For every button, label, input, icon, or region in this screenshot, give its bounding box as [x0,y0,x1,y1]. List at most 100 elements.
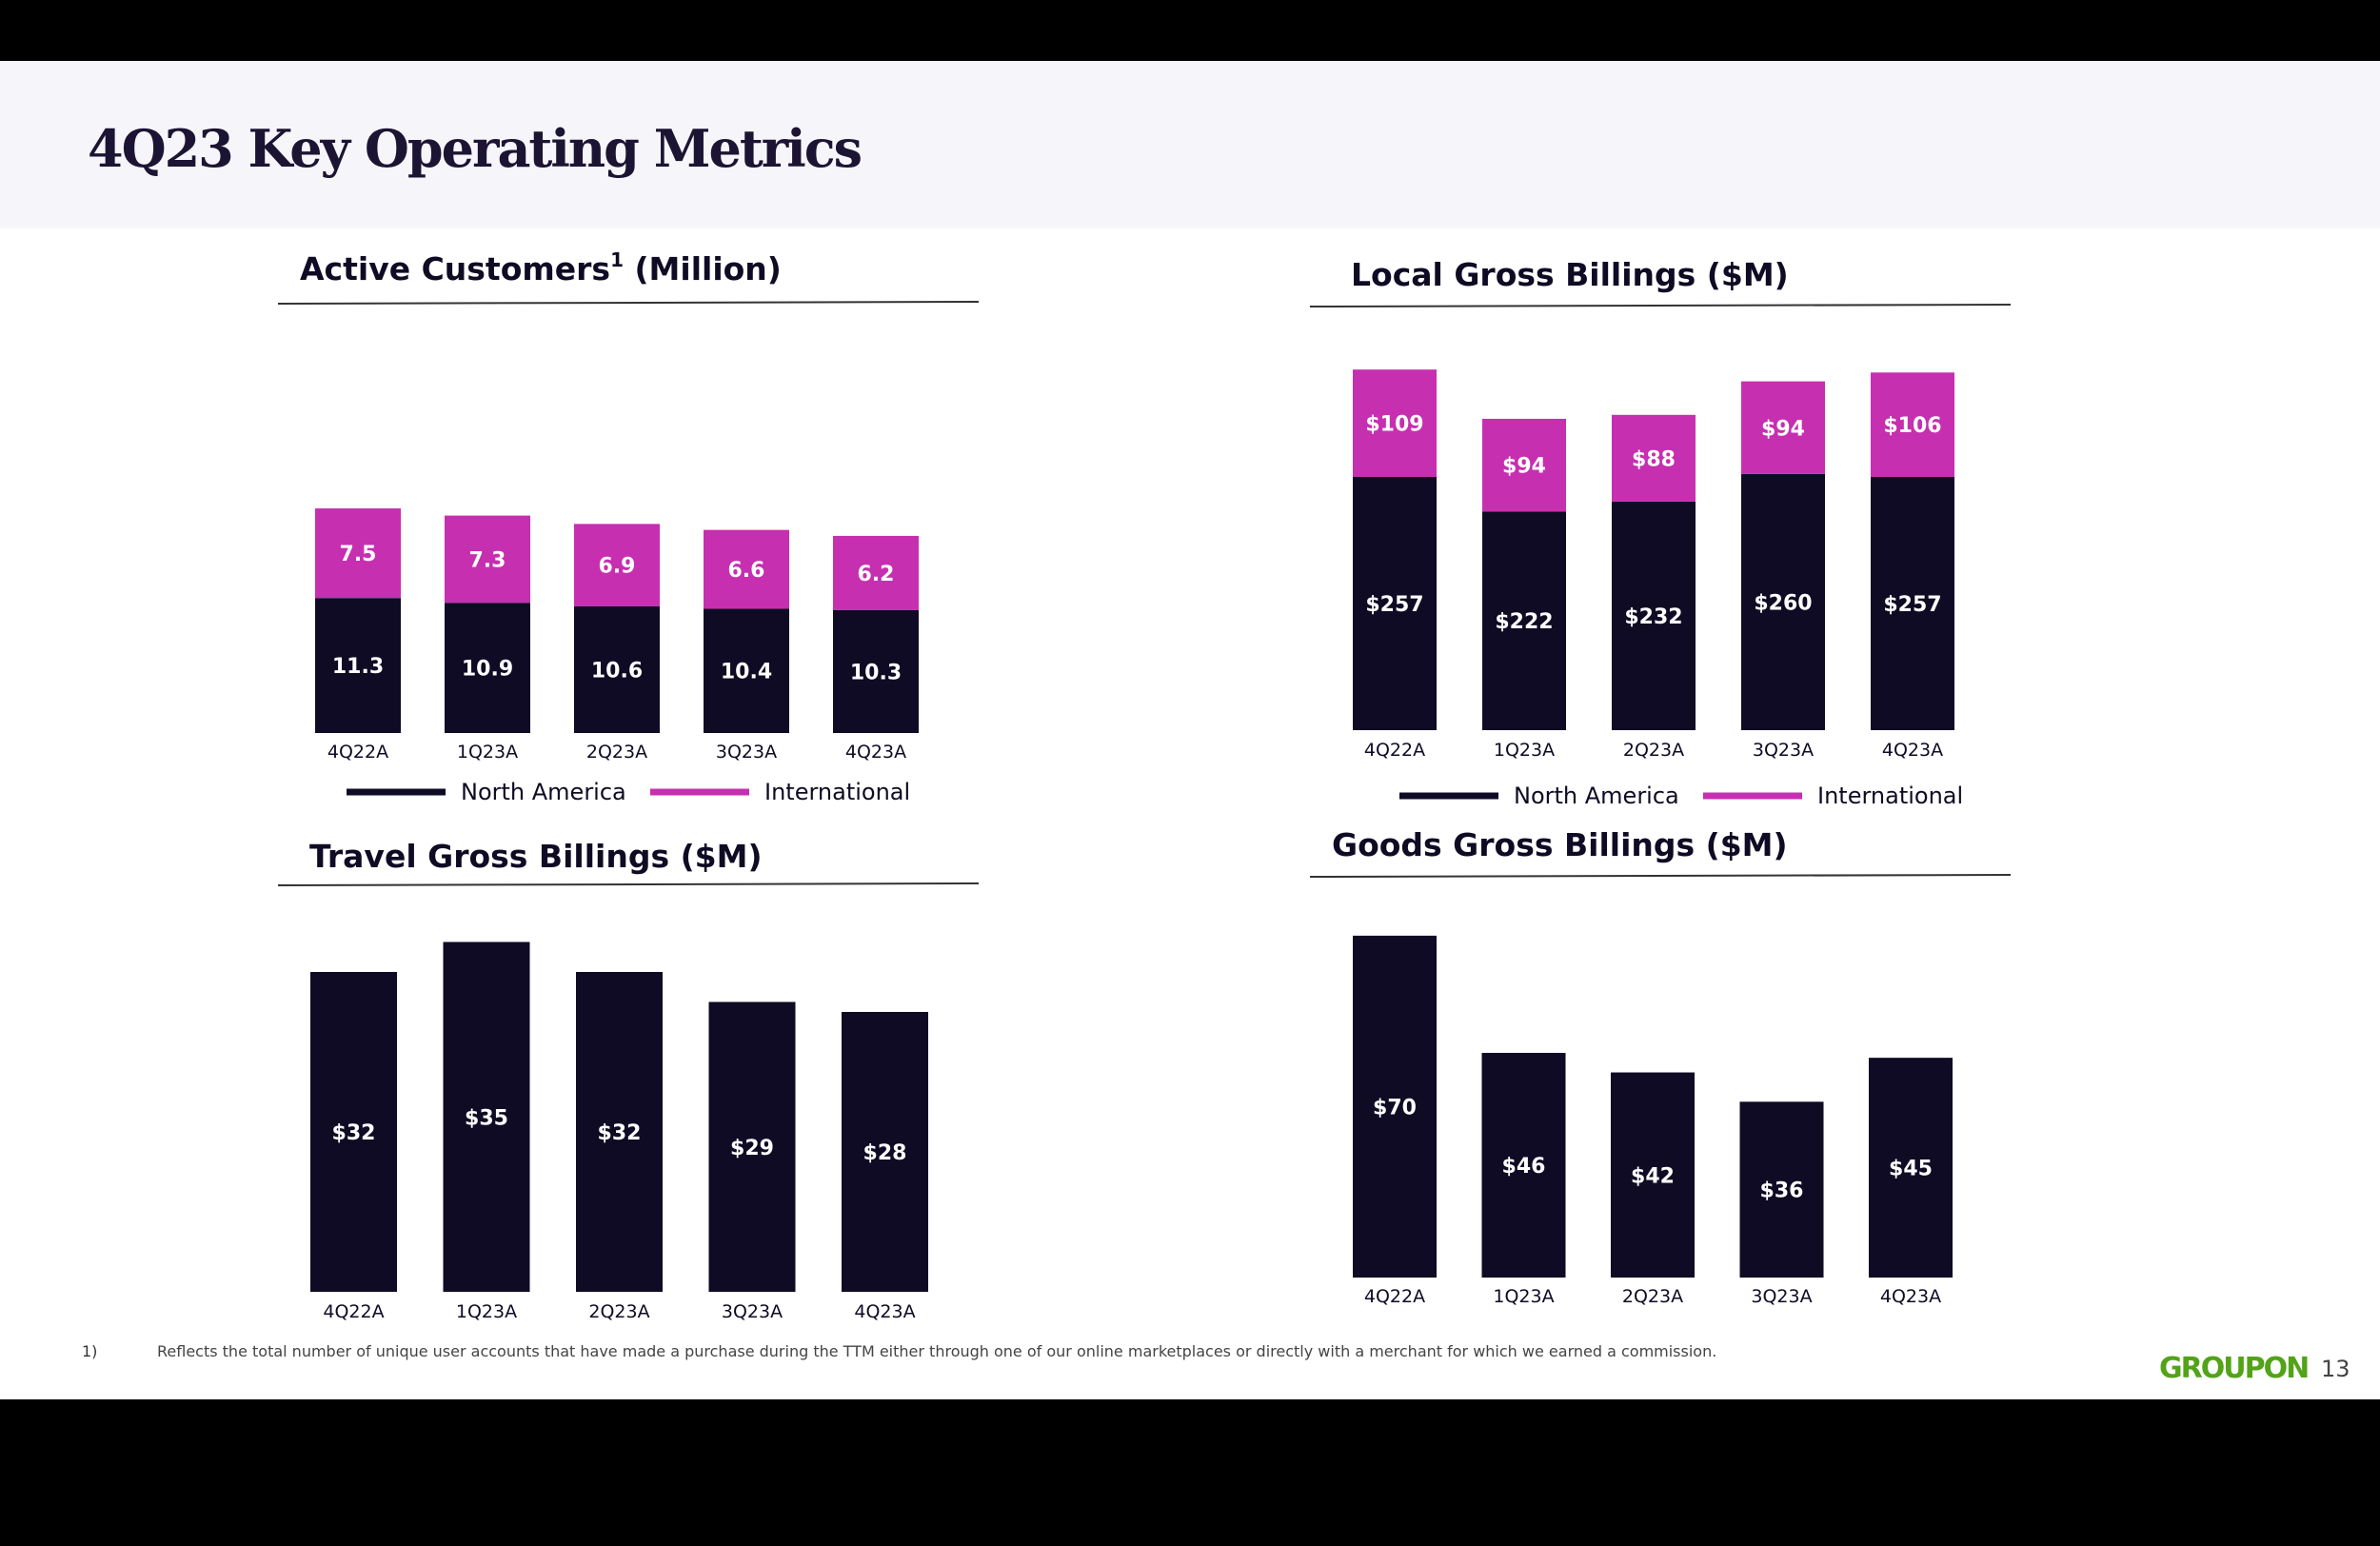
tick-label-active-4Q22A: 4Q22A [327,742,388,763]
bar-na-local-3Q23A [1741,473,1825,730]
bar-na-active-3Q23A [704,608,789,733]
bar-na-local-2Q23A [1612,501,1696,730]
data-label-local-3Q23A-0: $260 [1754,591,1812,615]
chart-rule-travel [277,882,980,886]
data-label-travel-4Q22A-0: $32 [332,1121,376,1145]
tick-label-travel-4Q22A: 4Q22A [323,1301,384,1322]
legend-label-local-0: North America [1514,783,1679,809]
tick-label-goods-3Q23A: 3Q23A [1751,1286,1812,1307]
data-label-local-2Q23A-1: $88 [1632,447,1676,471]
bar-na-travel-4Q22A [310,972,397,1292]
bar-na-goods-1Q23A [1481,1053,1566,1278]
tick-label-travel-1Q23A: 1Q23A [456,1301,517,1322]
chart-rule-goods [1309,874,2012,878]
tick-label-local-2Q23A: 2Q23A [1623,740,1684,761]
data-label-local-1Q23A-0: $222 [1495,610,1553,634]
header-band: 4Q23 Key Operating Metrics [0,61,2380,228]
tick-label-goods-4Q23A: 4Q23A [1880,1286,1941,1307]
data-label-active-4Q23A-1: 6.2 [858,563,895,586]
data-label-goods-3Q23A-0: $36 [1760,1179,1804,1203]
data-label-local-1Q23A-1: $94 [1502,455,1546,479]
bar-na-active-4Q23A [833,609,919,733]
chart-title-goods: Goods Gross Billings ($M) [1332,826,1788,863]
bar-na-goods-4Q22A [1353,935,1437,1278]
data-label-goods-4Q23A-0: $45 [1889,1158,1933,1181]
chart-rule-local [1309,304,2012,307]
data-label-active-2Q23A-0: 10.6 [591,659,643,683]
tick-label-travel-3Q23A: 3Q23A [722,1301,783,1322]
bar-na-travel-1Q23A [443,941,530,1292]
data-label-active-3Q23A-1: 6.6 [728,559,765,583]
bar-intl-active-4Q23A [833,535,919,610]
chart-title-local: Local Gross Billings ($M) [1351,256,1789,293]
data-label-local-4Q22A-0: $257 [1365,593,1423,617]
data-label-active-1Q23A-1: 7.3 [469,548,506,572]
legend-label-local-1: International [1817,783,1963,809]
data-label-travel-1Q23A-0: $35 [465,1106,508,1130]
page-number: 13 [2321,1356,2350,1382]
bar-na-goods-2Q23A [1611,1072,1695,1278]
chart-title-travel: Travel Gross Billings ($M) [309,838,763,875]
bar-intl-active-3Q23A [704,529,789,609]
bar-intl-local-4Q22A [1353,369,1437,478]
tick-label-active-4Q23A: 4Q23A [845,742,906,763]
bar-na-active-1Q23A [445,603,530,733]
bar-na-travel-4Q23A [842,1012,928,1292]
data-label-active-4Q22A-0: 11.3 [332,655,384,679]
data-label-travel-4Q23A-0: $28 [863,1141,907,1165]
bar-na-travel-3Q23A [708,1001,796,1292]
tick-label-goods-4Q22A: 4Q22A [1364,1286,1425,1307]
bar-intl-active-2Q23A [574,524,660,606]
tick-label-active-2Q23A: 2Q23A [586,742,647,763]
groupon-logo: GROUPON [2159,1352,2310,1385]
tick-label-local-1Q23A: 1Q23A [1494,740,1555,761]
slide: 4Q23 Key Operating Metrics Active Custom… [0,61,2380,1399]
data-label-travel-3Q23A-0: $29 [730,1137,774,1160]
data-label-goods-2Q23A-0: $42 [1631,1164,1675,1188]
bar-na-goods-4Q23A [1869,1058,1953,1278]
bar-intl-local-4Q23A [1871,372,1954,478]
data-label-local-4Q22A-1: $109 [1365,413,1423,437]
bar-na-travel-2Q23A [576,972,663,1292]
data-label-goods-4Q22A-0: $70 [1373,1096,1417,1120]
data-label-local-3Q23A-1: $94 [1761,417,1805,441]
data-label-goods-1Q23A-0: $46 [1502,1155,1546,1179]
data-label-active-4Q23A-0: 10.3 [850,661,902,684]
bar-intl-active-1Q23A [445,515,530,604]
data-label-active-1Q23A-0: 10.9 [462,658,513,682]
data-label-active-3Q23A-0: 10.4 [721,661,772,684]
tick-label-travel-4Q23A: 4Q23A [854,1301,915,1322]
chart-rule-active [277,301,980,305]
tick-label-local-4Q23A: 4Q23A [1882,740,1943,761]
tick-label-local-4Q22A: 4Q22A [1364,740,1425,761]
legend-label-active-0: North America [461,779,626,805]
footnote-marker: 1) [82,1342,98,1360]
page-title: 4Q23 Key Operating Metrics [88,118,863,179]
chart-title-active: Active Customers1 (Million) [300,248,782,287]
tick-label-local-3Q23A: 3Q23A [1753,740,1814,761]
bar-intl-local-1Q23A [1482,418,1566,512]
bar-na-active-2Q23A [574,605,660,733]
tick-label-goods-1Q23A: 1Q23A [1493,1286,1554,1307]
tick-label-active-1Q23A: 1Q23A [457,742,518,763]
tick-label-active-3Q23A: 3Q23A [716,742,777,763]
data-label-active-4Q22A-1: 7.5 [340,543,377,566]
bar-intl-local-2Q23A [1612,414,1696,502]
charts-canvas: Active Customers1 (Million) 11.3 7.5 4Q22A 1… [277,248,2012,1322]
tick-label-travel-2Q23A: 2Q23A [588,1301,649,1322]
bar-na-active-4Q22A [315,598,401,733]
data-label-active-2Q23A-1: 6.9 [599,555,636,579]
tick-label-goods-2Q23A: 2Q23A [1622,1286,1683,1307]
bar-na-goods-3Q23A [1739,1101,1824,1278]
bar-na-local-1Q23A [1482,511,1566,730]
bar-intl-active-4Q22A [315,508,401,599]
bar-na-local-4Q23A [1871,477,1954,730]
data-label-local-4Q23A-0: $257 [1883,593,1941,617]
data-label-local-4Q23A-1: $106 [1883,414,1941,438]
data-label-local-2Q23A-0: $232 [1624,605,1682,629]
data-label-travel-2Q23A-0: $32 [598,1121,642,1145]
legend-label-active-1: International [764,779,910,805]
footnote-text: Reflects the total number of unique user… [157,1342,1717,1360]
bar-intl-local-3Q23A [1741,381,1825,474]
bar-na-local-4Q22A [1353,477,1437,730]
